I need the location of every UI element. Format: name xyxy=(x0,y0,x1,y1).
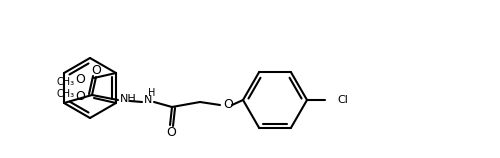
Text: N: N xyxy=(144,95,152,105)
Text: NH: NH xyxy=(120,94,137,104)
Text: CH₃: CH₃ xyxy=(57,89,75,99)
Text: O: O xyxy=(75,73,85,86)
Text: O: O xyxy=(75,89,85,103)
Text: CH₃: CH₃ xyxy=(57,77,75,87)
Text: O: O xyxy=(166,125,176,139)
Text: H: H xyxy=(148,88,156,98)
Text: O: O xyxy=(223,98,233,112)
Text: Cl: Cl xyxy=(337,95,348,105)
Text: O: O xyxy=(91,64,101,78)
